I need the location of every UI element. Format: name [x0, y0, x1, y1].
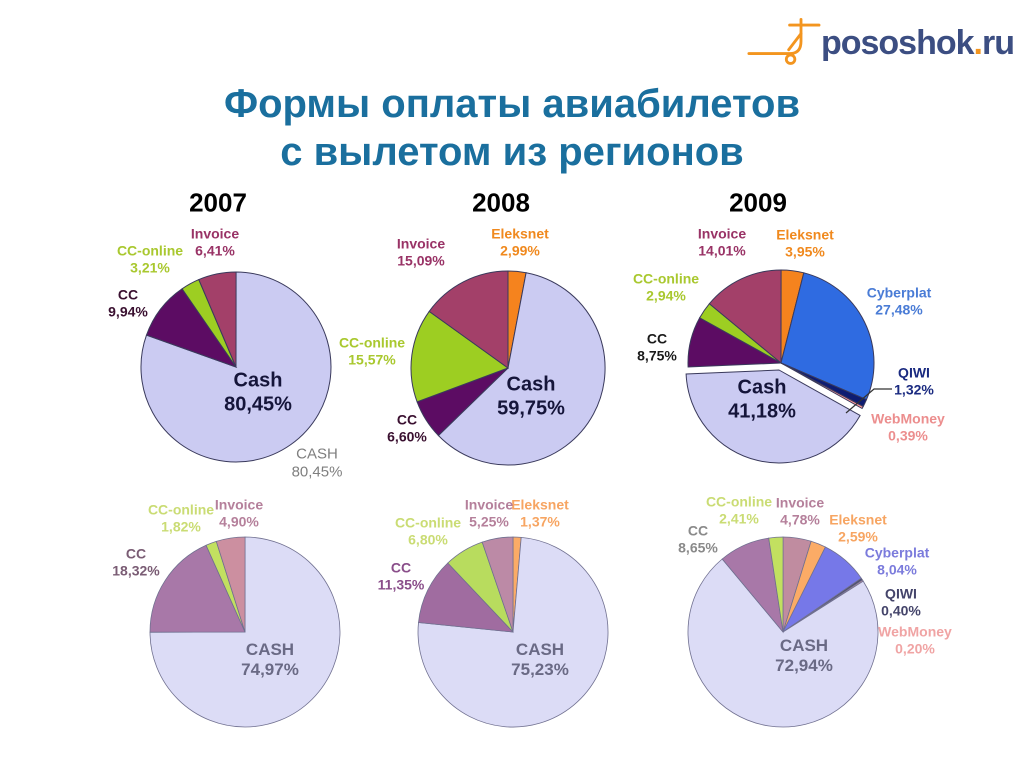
pie-slice-regions-2009-bottom-cc-online — [768, 536, 784, 633]
logo-name: pososhok — [820, 23, 975, 62]
pie-slice-regions-2008-top-invoice — [428, 270, 509, 369]
pie-slice-regions-2007-bottom-cash — [149, 536, 341, 728]
pososhok-logo: pososhok.ru — [747, 14, 1015, 72]
pie-slice-regions-2009-top-cash — [685, 369, 861, 464]
pie-slice-regions-2009-top-webmoney — [780, 362, 864, 410]
logo-text: pososhok.ru — [820, 23, 1015, 63]
slide-title-line1: Формы оплаты авиабилетов — [223, 82, 801, 126]
pie-slice-regions-2007-top-cash — [140, 271, 332, 463]
pie-slice-regions-2007-top-invoice — [198, 271, 237, 368]
pie-slice-regions-2008-top-cash — [437, 272, 606, 466]
logo-dot: . — [973, 23, 984, 62]
pie-slice-regions-2008-top-cc-online — [410, 310, 510, 403]
slide-title-line2: с вылетом из регионов — [280, 130, 744, 174]
slide-title: Формы оплаты авиабилетов с вылетом из ре… — [0, 80, 1024, 176]
pie-slice-regions-2009-top-invoice — [708, 269, 782, 365]
pie-slice-regions-2009-bottom-cash — [687, 558, 879, 728]
logo-tld: ru — [982, 23, 1015, 62]
pie-slice-regions-2008-bottom-cc — [418, 562, 515, 633]
pie-slice-regions-2009-top-cyberplat — [780, 272, 875, 401]
pie-slice-regions-2007-bottom-invoice — [215, 536, 246, 633]
plane-logo-icon — [747, 17, 821, 65]
leader-line-regions-2009-top — [845, 388, 892, 414]
pie-slice-regions-2008-bottom-invoice — [481, 536, 514, 633]
pie-slice-regions-2007-bottom-cc — [149, 544, 246, 633]
